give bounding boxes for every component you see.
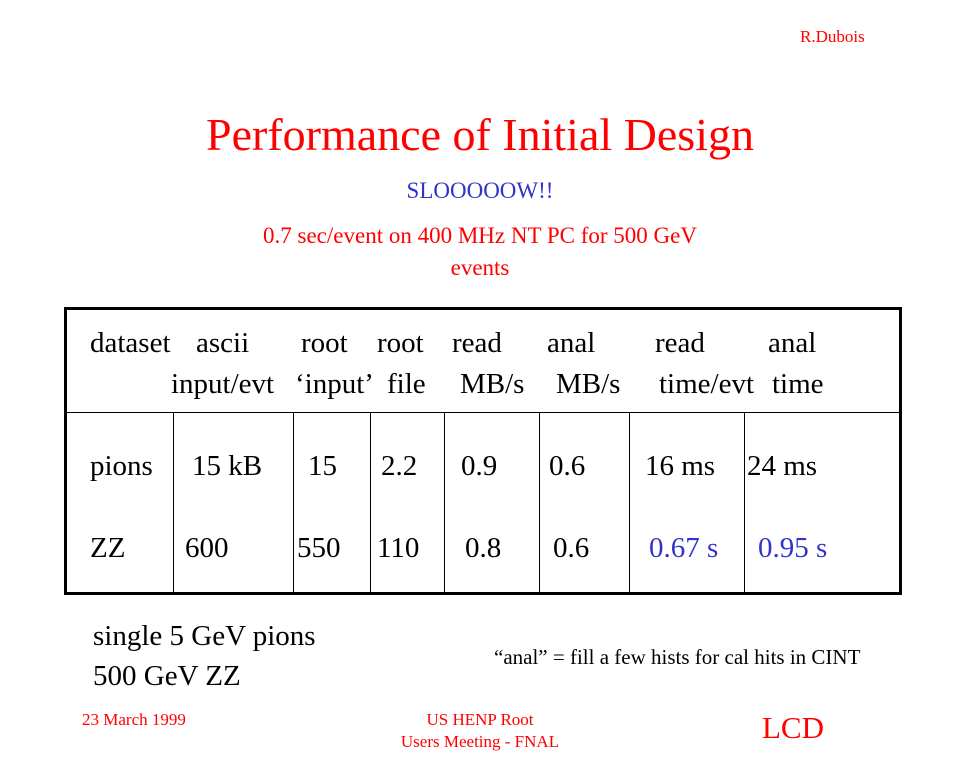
header-file: file xyxy=(387,368,426,400)
footer-meeting-line-1: US HENP Root xyxy=(426,710,534,729)
sample-zz: 500 GeV ZZ xyxy=(93,660,241,692)
table-cell: 0.9 xyxy=(461,450,498,482)
footer-logo: LCD xyxy=(762,710,824,745)
sample-pions: single 5 GeV pions xyxy=(93,620,316,652)
column-divider xyxy=(293,412,294,592)
performance-table: dataset ascii root root read anal read a… xyxy=(64,307,902,595)
timing-note: 0.7 sec/event on 400 MHz NT PC for 500 G… xyxy=(0,220,960,284)
slide-title: Performance of Initial Design xyxy=(206,109,754,160)
column-divider xyxy=(629,412,630,592)
timing-note-line-1: 0.7 sec/event on 400 MHz NT PC for 500 G… xyxy=(263,223,697,248)
header-dataset: dataset xyxy=(90,327,171,359)
table-cell: 0.6 xyxy=(553,532,590,564)
header-divider xyxy=(67,412,899,413)
table-cell-highlight: 0.67 s xyxy=(649,532,719,564)
author-label: R.Dubois xyxy=(800,27,865,46)
table-cell: 550 xyxy=(297,532,341,564)
sample-list: single 5 GeV pions 500 GeV ZZ xyxy=(93,616,316,696)
table-cell: 0.8 xyxy=(465,532,502,564)
table-cell: 15 kB xyxy=(192,450,263,482)
header-anal-mbs: MB/s xyxy=(556,368,621,400)
table-cell: 600 xyxy=(185,532,229,564)
header-read-2: read xyxy=(655,327,705,359)
anal-definition: “anal” = fill a few hists for cal hits i… xyxy=(494,645,861,669)
header-input-evt: input/evt xyxy=(171,368,275,400)
table-cell: pions xyxy=(90,450,153,482)
footer-meeting: US HENP Root Users Meeting - FNAL xyxy=(380,709,580,753)
timing-note-line-2: events xyxy=(450,255,510,280)
header-anal-1: anal xyxy=(547,327,596,359)
header-ascii: ascii xyxy=(196,327,250,359)
header-input: ‘input’ xyxy=(295,368,374,400)
column-divider xyxy=(173,412,174,592)
header-time: time xyxy=(772,368,824,400)
table-cell-highlight: 0.95 s xyxy=(758,532,828,564)
header-root-1: root xyxy=(301,327,348,359)
slow-remark: SLOOOOOW!! xyxy=(406,178,554,203)
table-cell: 110 xyxy=(377,532,420,564)
column-divider xyxy=(444,412,445,592)
column-divider xyxy=(370,412,371,592)
header-root-2: root xyxy=(377,327,424,359)
footer-date: 23 March 1999 xyxy=(82,710,186,729)
table-cell: 2.2 xyxy=(381,450,418,482)
column-divider xyxy=(744,412,745,592)
footer-meeting-line-2: Users Meeting - FNAL xyxy=(400,732,560,751)
table-cell: ZZ xyxy=(90,532,126,564)
header-read-mbs: MB/s xyxy=(460,368,525,400)
header-read-1: read xyxy=(452,327,502,359)
table-cell: 16 ms xyxy=(645,450,716,482)
column-divider xyxy=(539,412,540,592)
header-time-evt: time/evt xyxy=(659,368,755,400)
table-cell: 0.6 xyxy=(549,450,586,482)
table-cell: 15 xyxy=(308,450,337,482)
table-cell: 24 ms xyxy=(747,450,818,482)
header-anal-2: anal xyxy=(768,327,817,359)
